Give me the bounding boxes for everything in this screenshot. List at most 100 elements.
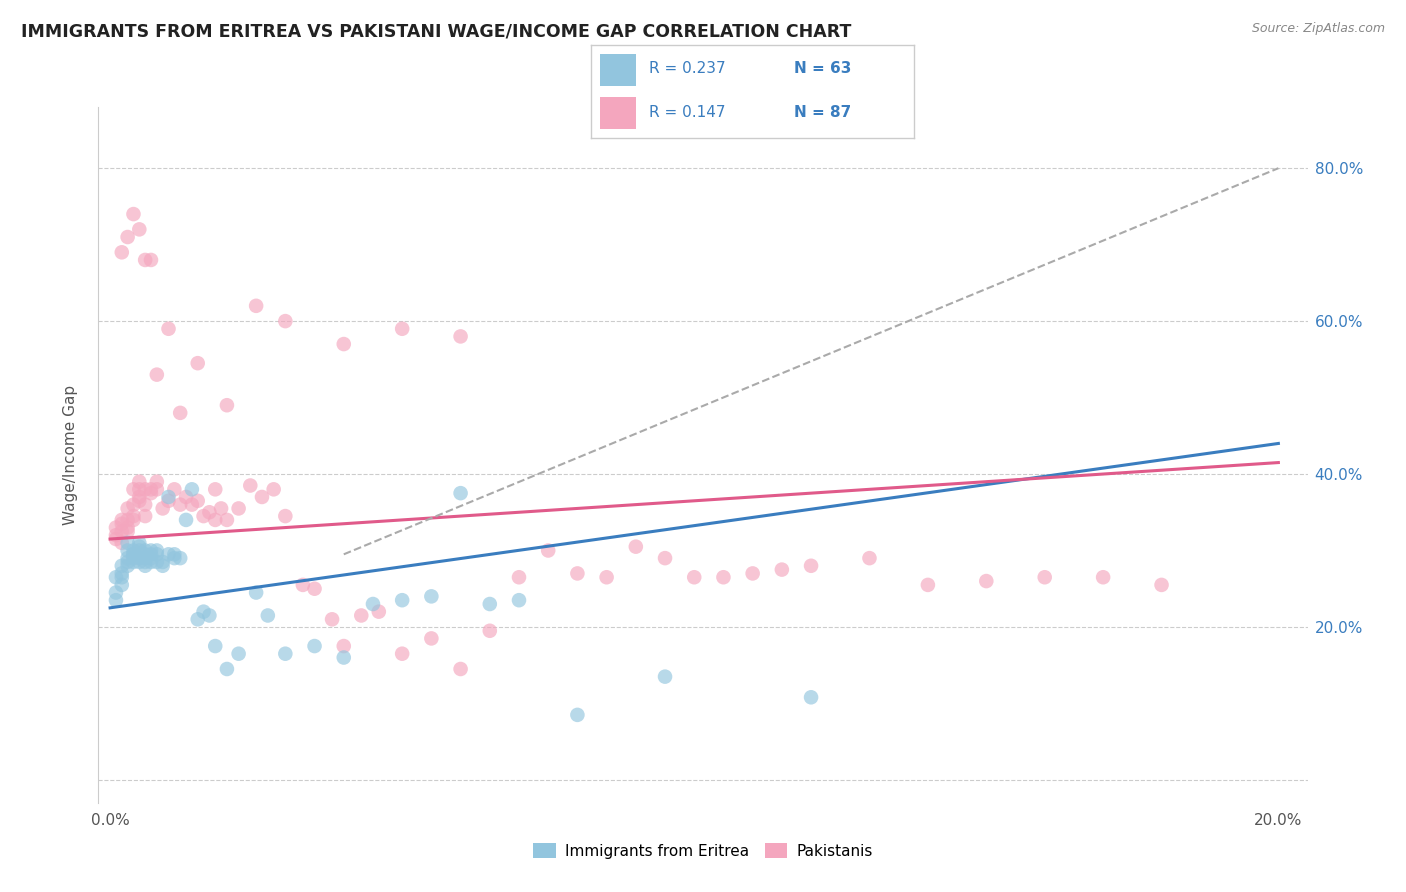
Point <box>274 509 297 524</box>
Point <box>215 662 238 676</box>
Point <box>157 547 180 561</box>
Point <box>122 555 145 569</box>
Point <box>683 570 706 584</box>
Point <box>134 252 156 267</box>
Point <box>111 558 134 573</box>
Point <box>770 563 793 577</box>
Point <box>367 605 389 619</box>
Point <box>128 543 150 558</box>
Point <box>215 513 238 527</box>
Point <box>361 597 384 611</box>
Point <box>146 475 169 489</box>
Point <box>174 513 197 527</box>
Point <box>104 593 127 607</box>
Point <box>654 551 676 566</box>
Point <box>1092 570 1115 584</box>
Point <box>304 639 326 653</box>
Point <box>741 566 763 581</box>
Point <box>274 314 297 328</box>
Point <box>134 551 156 566</box>
Point <box>139 551 162 566</box>
Point <box>134 547 156 561</box>
Point <box>180 483 202 497</box>
Point <box>134 498 156 512</box>
Point <box>139 252 162 267</box>
Point <box>117 558 139 573</box>
Point <box>157 490 180 504</box>
Point <box>332 639 354 653</box>
Legend: Immigrants from Eritrea, Pakistanis: Immigrants from Eritrea, Pakistanis <box>527 837 879 864</box>
Point <box>478 624 501 638</box>
Point <box>157 493 180 508</box>
Point <box>111 578 134 592</box>
Point <box>134 509 156 524</box>
Point <box>595 570 617 584</box>
Point <box>858 551 880 566</box>
Point <box>420 632 443 646</box>
Point <box>180 498 202 512</box>
Point <box>104 528 127 542</box>
Point <box>146 483 169 497</box>
Point <box>111 570 134 584</box>
Point <box>228 647 250 661</box>
Point <box>111 516 134 531</box>
Point <box>163 483 186 497</box>
Point <box>139 555 162 569</box>
Point <box>187 612 209 626</box>
Point <box>122 543 145 558</box>
Point <box>193 605 215 619</box>
Point <box>134 483 156 497</box>
Text: IMMIGRANTS FROM ERITREA VS PAKISTANI WAGE/INCOME GAP CORRELATION CHART: IMMIGRANTS FROM ERITREA VS PAKISTANI WAG… <box>21 22 852 40</box>
Point <box>713 570 735 584</box>
Point <box>122 509 145 524</box>
Point <box>104 570 127 584</box>
Point <box>567 707 589 722</box>
Point <box>450 329 472 343</box>
Text: N = 63: N = 63 <box>794 62 852 77</box>
Point <box>508 570 530 584</box>
Point <box>332 650 354 665</box>
Point <box>350 608 373 623</box>
Point <box>152 501 174 516</box>
Y-axis label: Wage/Income Gap: Wage/Income Gap <box>63 384 77 525</box>
Point <box>567 566 589 581</box>
Point <box>800 690 823 705</box>
Point <box>256 608 278 623</box>
Point <box>111 524 134 539</box>
Point <box>204 483 226 497</box>
Point <box>128 222 150 236</box>
Point <box>157 322 180 336</box>
Point <box>332 337 354 351</box>
Point <box>174 490 197 504</box>
Point <box>215 398 238 412</box>
Point <box>198 608 221 623</box>
Point <box>128 555 150 569</box>
Point <box>117 520 139 534</box>
Point <box>304 582 326 596</box>
Point <box>134 558 156 573</box>
Point <box>1033 570 1056 584</box>
Point <box>146 555 169 569</box>
Point <box>122 483 145 497</box>
Point <box>228 501 250 516</box>
Point <box>139 486 162 500</box>
Point <box>111 513 134 527</box>
Point <box>139 543 162 558</box>
Point <box>117 551 139 566</box>
Point <box>204 639 226 653</box>
Point <box>134 543 156 558</box>
Bar <box>600 54 636 86</box>
Point <box>128 551 150 566</box>
Point <box>508 593 530 607</box>
Point <box>169 498 191 512</box>
Point <box>391 322 413 336</box>
Point <box>245 299 267 313</box>
Point <box>250 490 273 504</box>
Point <box>163 551 186 566</box>
Point <box>169 406 191 420</box>
Point <box>263 483 285 497</box>
Point <box>104 585 127 599</box>
Point <box>117 524 139 539</box>
Point <box>152 555 174 569</box>
Point <box>122 547 145 561</box>
